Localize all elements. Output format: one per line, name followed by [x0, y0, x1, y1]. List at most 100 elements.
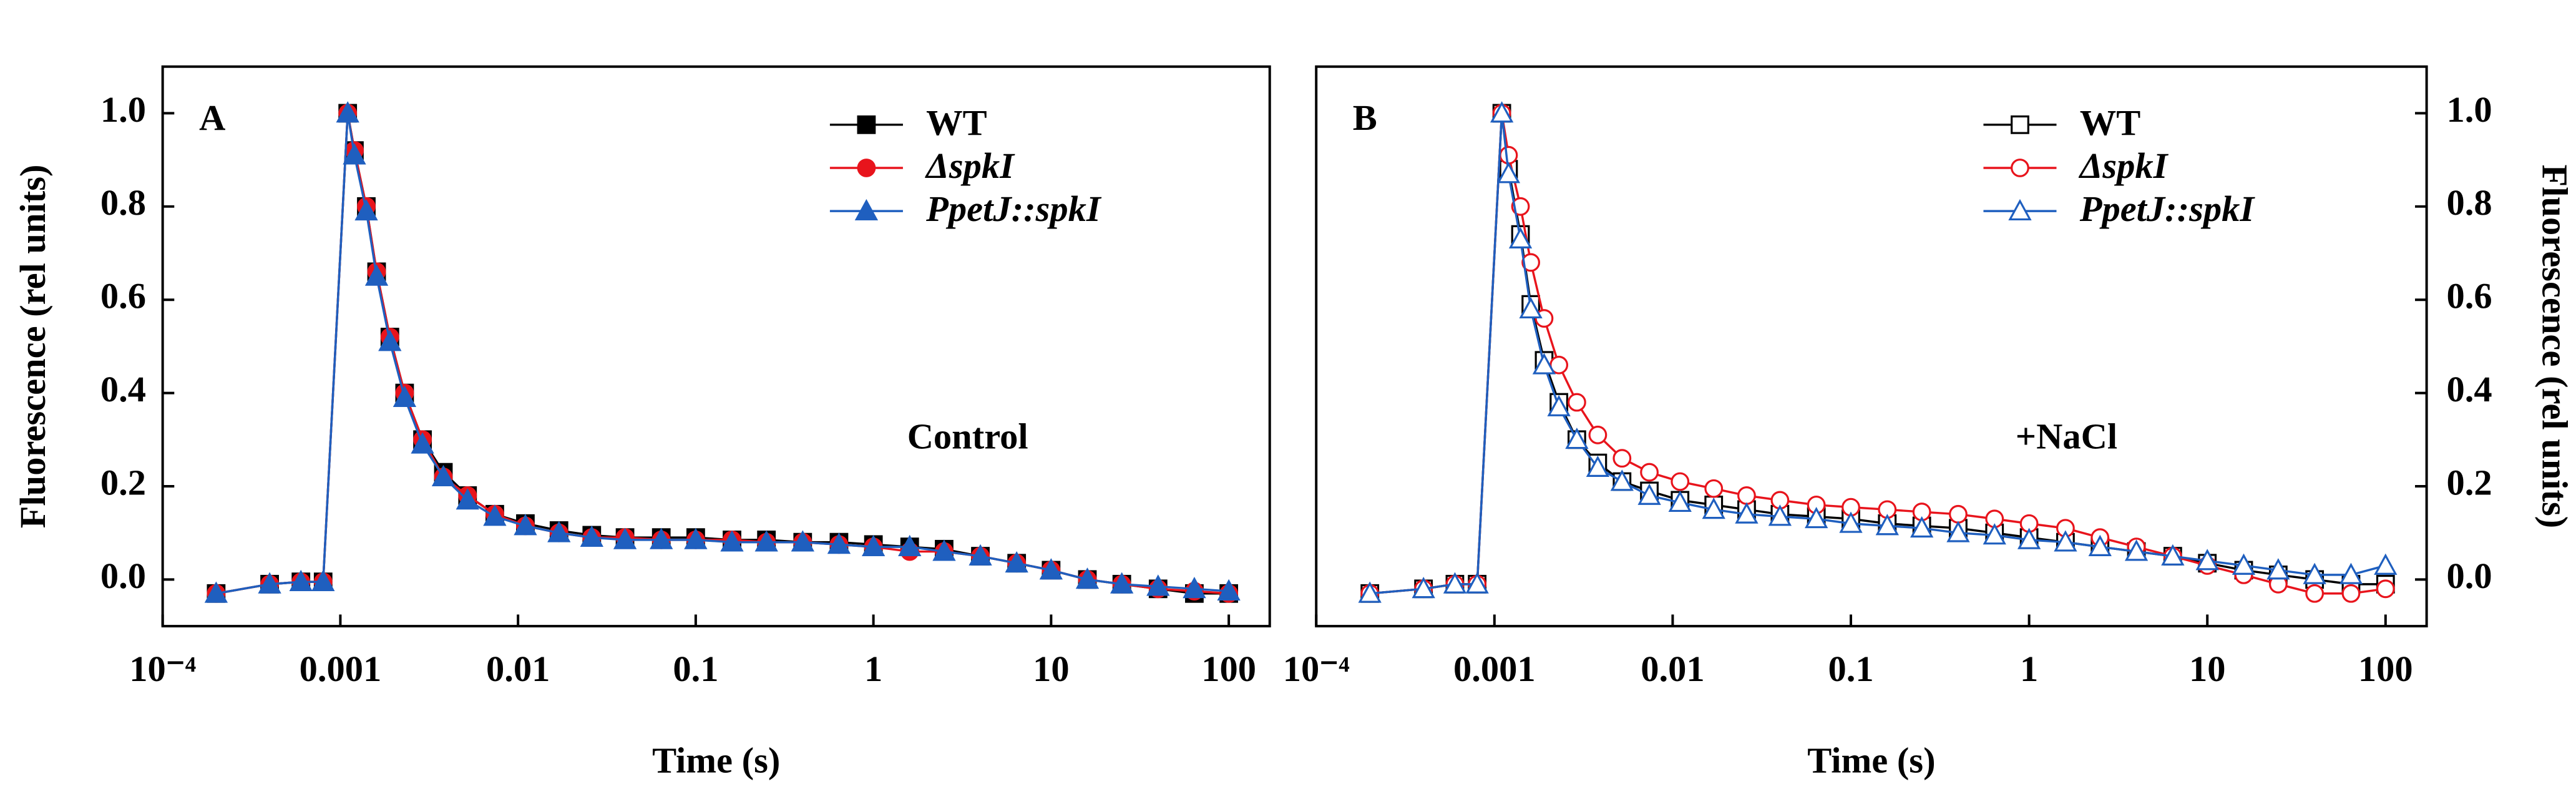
- data-point: [1910, 516, 1934, 538]
- data-point: [1640, 463, 1659, 482]
- data-point: [1110, 572, 1134, 594]
- data-point: [2266, 558, 2290, 580]
- legend-marker: [857, 159, 876, 177]
- panel-label: B: [1353, 97, 1377, 138]
- data-point: [2195, 549, 2219, 571]
- x-tick-label: 10⁻⁴: [1283, 649, 1350, 689]
- data-point: [754, 530, 778, 552]
- legend-label: WT: [2080, 102, 2141, 143]
- data-point: [1499, 145, 1518, 165]
- legend-label: PpetJ::spkI: [2079, 189, 2256, 229]
- data-point: [1610, 469, 1634, 491]
- data-point: [1146, 574, 1170, 596]
- data-point: [2017, 527, 2041, 549]
- x-tick-label: 100: [1201, 649, 1256, 689]
- data-point: [684, 527, 708, 549]
- legend-label: WT: [926, 102, 987, 143]
- data-point: [1412, 577, 1435, 599]
- y-tick-label: 0.2: [100, 462, 146, 502]
- legend-label: ΔspkI: [2079, 145, 2169, 186]
- x-tick-label: 0.001: [300, 649, 382, 689]
- annotation: Control: [907, 416, 1028, 457]
- data-point: [393, 385, 417, 407]
- data-point: [1443, 572, 1467, 594]
- data-point: [1075, 567, 1100, 589]
- legend-marker: [2008, 199, 2032, 221]
- y-tick-label: 0.2: [2447, 462, 2492, 502]
- data-point: [898, 534, 922, 556]
- x-tick-label: 1: [864, 649, 882, 689]
- legend-label: PpetJ::spkI: [925, 189, 1102, 229]
- data-point: [2374, 553, 2398, 575]
- legend-marker: [2011, 115, 2029, 134]
- data-point: [1768, 504, 1792, 526]
- data-point: [289, 569, 313, 592]
- data-point: [2088, 534, 2112, 556]
- data-point: [2305, 584, 2325, 603]
- data-point: [1547, 395, 1571, 416]
- data-point: [1588, 425, 1608, 444]
- data-point: [1496, 162, 1521, 184]
- y-axis-label: Fluorescence (rel units): [12, 165, 53, 529]
- y-tick-label: 0.4: [100, 369, 146, 409]
- data-point: [2339, 562, 2363, 584]
- x-tick-label: 0.1: [673, 649, 718, 689]
- y-tick-label: 0.6: [100, 276, 146, 316]
- x-tick-label: 0.01: [1641, 649, 1704, 689]
- y-tick-label: 0.4: [2447, 369, 2492, 409]
- data-point: [2054, 530, 2077, 552]
- data-point: [411, 432, 434, 454]
- data-point: [456, 488, 479, 510]
- data-point: [1671, 472, 1690, 491]
- data-point: [1875, 514, 1899, 536]
- x-axis-label: Time (s): [652, 740, 780, 780]
- x-tick-label: 0.1: [1828, 649, 1873, 689]
- data-point: [1637, 483, 1661, 505]
- x-tick-label: 100: [2358, 649, 2413, 689]
- panel-label: A: [199, 97, 225, 138]
- plot-frame: [1315, 65, 2428, 628]
- data-point: [258, 572, 281, 594]
- data-point: [1005, 551, 1028, 573]
- data-point: [354, 199, 378, 221]
- data-point: [364, 264, 389, 286]
- y-tick-label: 0.0: [100, 556, 146, 596]
- data-point: [1490, 101, 1514, 123]
- data-point: [311, 569, 335, 592]
- data-point: [514, 514, 537, 536]
- legend-label: ΔspkI: [925, 145, 1015, 186]
- data-point: [1519, 297, 1543, 319]
- x-tick-label: 0.001: [1453, 649, 1536, 689]
- data-point: [1612, 449, 1632, 468]
- data-point: [431, 464, 456, 486]
- x-tick-label: 10: [2189, 649, 2225, 689]
- data-point: [720, 530, 744, 552]
- data-point: [1217, 579, 1241, 601]
- data-point: [1521, 253, 1541, 272]
- y-tick-label: 1.0: [100, 89, 146, 130]
- data-point: [2161, 544, 2185, 566]
- data-point: [1532, 353, 1556, 375]
- data-point: [2376, 579, 2395, 599]
- x-axis-label: Time (s): [1807, 740, 1935, 780]
- data-point: [547, 521, 571, 542]
- data-point: [861, 534, 886, 556]
- data-point: [1735, 502, 1759, 524]
- data-point: [1704, 479, 1724, 498]
- legend-marker: [857, 115, 876, 134]
- data-point: [1839, 511, 1863, 533]
- data-point: [336, 101, 359, 123]
- x-tick-label: 1: [2020, 649, 2038, 689]
- data-point: [1183, 577, 1206, 599]
- data-point: [1983, 523, 2006, 545]
- data-point: [613, 527, 637, 549]
- data-point: [1586, 455, 1610, 478]
- data-point: [204, 581, 228, 603]
- data-point: [1358, 581, 1382, 603]
- data-point: [1946, 521, 1970, 542]
- data-point: [1567, 393, 1586, 412]
- x-tick-label: 10: [1033, 649, 1070, 689]
- y-tick-label: 0.0: [2447, 556, 2492, 596]
